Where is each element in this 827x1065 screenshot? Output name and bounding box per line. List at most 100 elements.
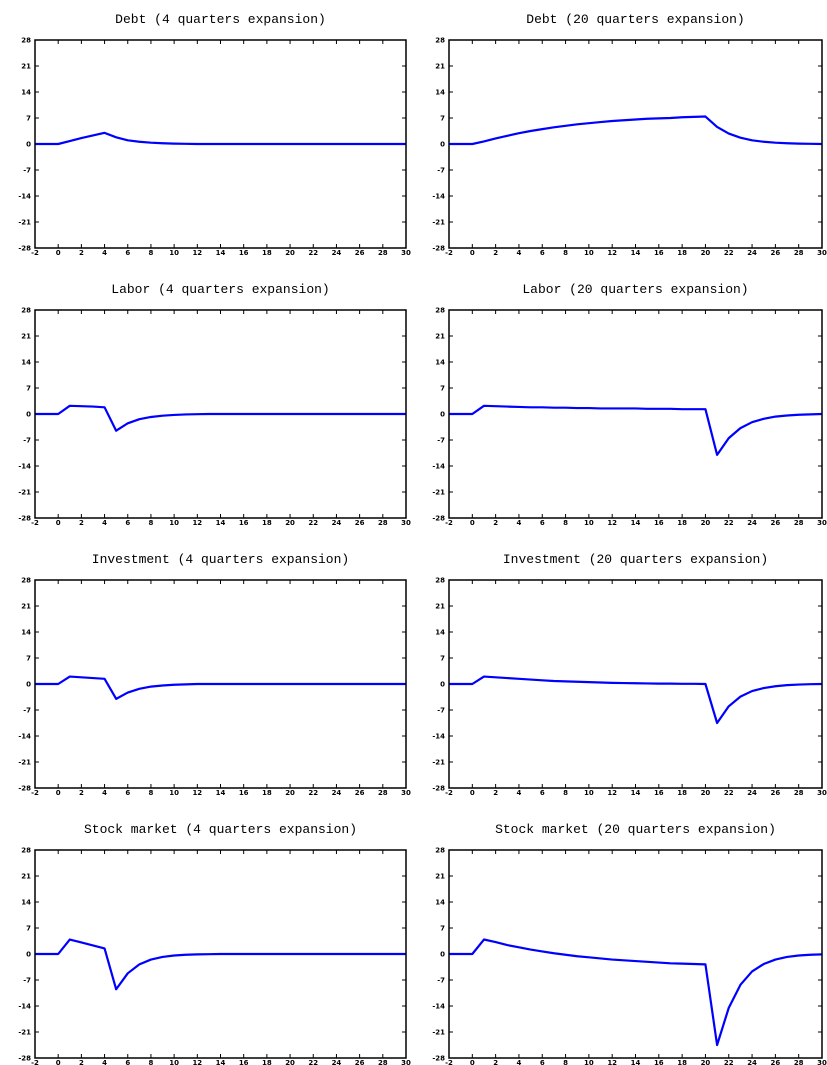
x-tick-label: 2 <box>493 1059 498 1065</box>
x-tick-label: 4 <box>517 789 522 797</box>
y-tick-label: 7 <box>26 925 31 933</box>
x-tick-label: 2 <box>79 789 84 797</box>
x-tick-label: 12 <box>192 789 202 797</box>
chart-title: Stock market (20 quarters expansion) <box>495 822 776 837</box>
x-tick-label: 20 <box>701 1059 711 1065</box>
x-tick-label: 22 <box>308 519 318 527</box>
x-tick-label: 24 <box>747 789 757 797</box>
panel: Investment (20 quarters expansion)-28-21… <box>432 552 827 797</box>
x-tick-label: 16 <box>239 1059 249 1065</box>
x-tick-label: 18 <box>677 249 687 257</box>
plot-frame <box>34 849 407 1059</box>
x-tick-label: 0 <box>470 1059 475 1065</box>
x-tick-label: 0 <box>56 789 61 797</box>
y-tick-label: 0 <box>440 951 445 959</box>
panel: Debt (20 quarters expansion)-28-21-14-70… <box>432 12 827 257</box>
x-tick-label: 0 <box>56 1059 61 1065</box>
x-tick-label: 14 <box>216 519 226 527</box>
y-tick-label: 21 <box>435 603 445 611</box>
x-tick-label: 16 <box>654 249 664 257</box>
chart-title: Labor (4 quarters expansion) <box>111 282 329 297</box>
x-tick-label: -2 <box>445 249 453 257</box>
x-tick-label: 30 <box>401 789 411 797</box>
x-tick-label: -2 <box>31 789 39 797</box>
y-tick-label: -14 <box>18 1003 31 1011</box>
y-tick-label: -7 <box>23 167 31 175</box>
x-tick-label: -2 <box>445 789 453 797</box>
x-tick-label: 28 <box>378 249 388 257</box>
y-tick-label: 0 <box>26 141 31 149</box>
x-tick-label: 16 <box>654 1059 664 1065</box>
x-tick-label: 0 <box>470 789 475 797</box>
x-tick-label: 2 <box>493 519 498 527</box>
y-tick-label: -14 <box>432 463 445 471</box>
y-tick-label: -21 <box>18 219 31 227</box>
x-tick-label: 28 <box>378 519 388 527</box>
x-tick-label: 8 <box>563 519 568 527</box>
y-tick-label: -21 <box>18 1029 31 1037</box>
x-tick-label: 20 <box>701 789 711 797</box>
y-tick-label: 7 <box>440 655 445 663</box>
x-tick-label: 18 <box>677 1059 687 1065</box>
x-tick-label: 16 <box>239 249 249 257</box>
y-tick-label: 14 <box>21 629 31 637</box>
chart-title: Investment (20 quarters expansion) <box>503 552 768 567</box>
x-tick-label: 12 <box>192 249 202 257</box>
y-tick-label: 14 <box>21 899 31 907</box>
y-tick-label: 28 <box>21 577 31 585</box>
y-tick-label: 7 <box>26 655 31 663</box>
x-tick-label: 10 <box>584 519 594 527</box>
x-tick-label: 4 <box>517 249 522 257</box>
x-tick-label: 20 <box>701 519 711 527</box>
y-tick-label: 21 <box>21 873 31 881</box>
panel: Stock market (20 quarters expansion)-28-… <box>432 822 827 1065</box>
x-tick-label: 20 <box>701 249 711 257</box>
x-tick-label: 24 <box>747 249 757 257</box>
y-tick-label: 0 <box>26 411 31 419</box>
x-tick-label: 2 <box>79 1059 84 1065</box>
x-tick-label: 26 <box>771 249 781 257</box>
data-line <box>35 675 406 700</box>
x-tick-label: 26 <box>355 249 365 257</box>
plot-frame <box>448 309 823 519</box>
x-tick-label: 14 <box>631 519 641 527</box>
x-tick-label: 6 <box>125 249 130 257</box>
x-tick-label: -2 <box>31 1059 39 1065</box>
y-tick-label: 28 <box>21 847 31 855</box>
plot-frame <box>34 39 407 249</box>
y-tick-label: -21 <box>18 489 31 497</box>
x-tick-label: 22 <box>724 249 734 257</box>
x-tick-label: 26 <box>355 1059 365 1065</box>
x-tick-label: 18 <box>262 1059 272 1065</box>
y-tick-label: 14 <box>435 629 445 637</box>
x-tick-label: 10 <box>584 249 594 257</box>
y-tick-label: 0 <box>26 681 31 689</box>
x-tick-label: 30 <box>817 1059 827 1065</box>
y-tick-label: 0 <box>440 411 445 419</box>
panel: Debt (4 quarters expansion)-28-21-14-707… <box>18 12 411 257</box>
x-tick-label: 24 <box>332 1059 342 1065</box>
y-tick-label: -7 <box>437 707 445 715</box>
x-tick-label: 8 <box>563 1059 568 1065</box>
x-tick-label: 6 <box>540 1059 545 1065</box>
x-tick-label: 8 <box>149 1059 154 1065</box>
plot-frame <box>448 579 823 789</box>
x-tick-label: -2 <box>31 519 39 527</box>
y-tick-label: -28 <box>432 785 445 793</box>
x-tick-label: 10 <box>169 519 179 527</box>
y-tick-label: 21 <box>435 63 445 71</box>
x-tick-label: 14 <box>216 249 226 257</box>
x-tick-label: 0 <box>56 249 61 257</box>
y-tick-label: -21 <box>432 759 445 767</box>
x-tick-label: 8 <box>149 249 154 257</box>
y-tick-label: 28 <box>435 847 445 855</box>
y-tick-label: 28 <box>21 37 31 45</box>
x-tick-label: 14 <box>631 1059 641 1065</box>
y-tick-label: 21 <box>21 63 31 71</box>
data-line <box>449 675 823 725</box>
x-tick-label: 24 <box>332 789 342 797</box>
x-tick-label: 0 <box>470 519 475 527</box>
x-tick-label: 26 <box>771 789 781 797</box>
x-tick-label: -2 <box>445 1059 453 1065</box>
x-tick-label: 14 <box>631 789 641 797</box>
